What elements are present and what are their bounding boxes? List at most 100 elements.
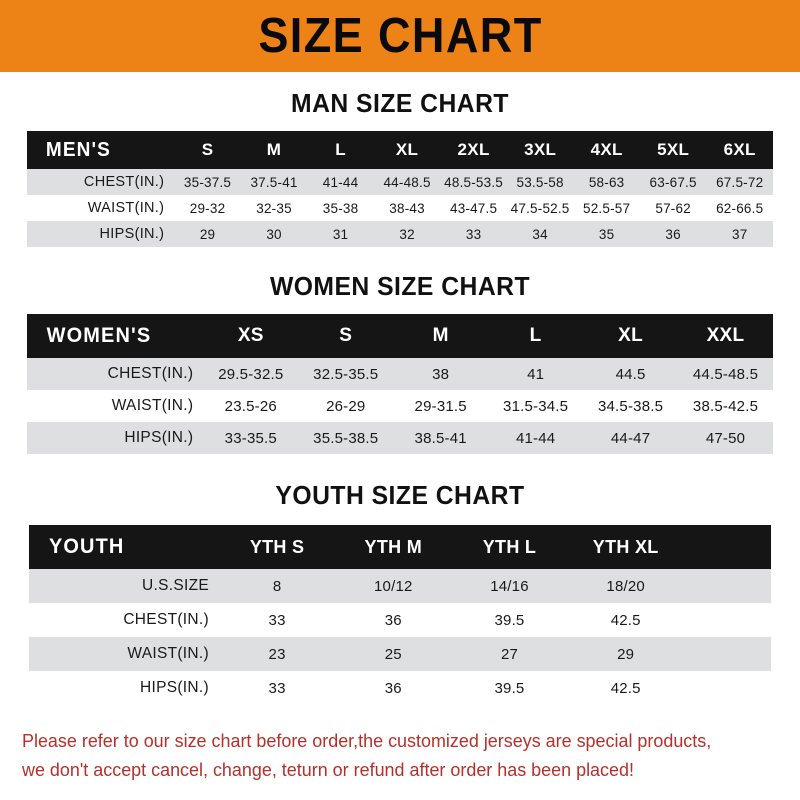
youth-cell-chest-spacer [684, 603, 771, 637]
man-table-body: CHEST(IN.) 35-37.5 37.5-41 41-44 44-48.5… [27, 169, 773, 247]
youth-cell-waist-1: 25 [384, 645, 402, 663]
table-row: HIPS(IN.) 33-35.5 35.5-38.5 38.5-41 41-4… [27, 422, 773, 454]
man-cell-chest-4: 48.5-53.5 [444, 174, 504, 190]
youth-cell-us-size-2: 14/16 [490, 577, 529, 595]
women-cell-chest-4: 44.5 [615, 365, 646, 383]
man-cell-chest-7: 63-67.5 [649, 174, 697, 190]
man-cell-waist-7: 57-62 [655, 200, 691, 216]
man-cell-chest-6: 58-63 [588, 174, 625, 190]
women-cell-hips-1: 35.5-38.5 [313, 429, 379, 447]
youth-cell-hips-1: 36 [384, 679, 402, 697]
man-header-cell-3: L [335, 140, 346, 159]
youth-cell-hips-spacer [684, 671, 771, 705]
youth-table-head: YOUTH YTH S YTH M YTH L YTH XL [29, 525, 771, 569]
man-cell-chest-1: 37.5-41 [250, 174, 298, 190]
women-cell-chest-2: 38 [432, 365, 450, 383]
page-title: SIZE CHART [257, 8, 543, 63]
man-cell-waist-5: 47.5-52.5 [510, 200, 570, 216]
man-cell-hips-6: 35 [598, 226, 615, 242]
man-cell-chest-0: 35-37.5 [183, 174, 232, 190]
youth-cell-chest-2: 39.5 [494, 611, 525, 629]
man-header-cell-9: 6XL [723, 140, 756, 159]
man-header-cell-8: 5XL [657, 140, 690, 159]
youth-cell-hips-0: 33 [268, 679, 286, 697]
youth-cell-us-size-spacer [684, 569, 771, 603]
man-header-cell-6: 3XL [524, 140, 557, 159]
man-cell-waist-2: 35-38 [322, 200, 359, 216]
women-cell-chest-0: 29.5-32.5 [218, 365, 284, 383]
table-row: WAIST(IN.) 23.5-26 26-29 29-31.5 31.5-34… [27, 390, 773, 422]
man-cell-waist-1: 32-35 [256, 200, 292, 216]
women-cell-waist-3: 31.5-34.5 [503, 397, 569, 415]
table-row: CHEST(IN.) 33 36 39.5 42.5 [29, 603, 771, 637]
women-header-cell-6: XXL [706, 325, 745, 346]
women-cell-waist-5: 38.5-42.5 [692, 397, 759, 415]
youth-size-table: YOUTH YTH S YTH M YTH L YTH XL U.S.SIZE … [29, 525, 771, 705]
man-cell-hips-3: 32 [399, 226, 415, 242]
youth-header-cell-spacer [684, 525, 771, 569]
women-header-cell-3: M [432, 325, 449, 346]
man-row-label-hips: HIPS(IN.) [99, 226, 165, 242]
table-row: CHEST(IN.) 35-37.5 37.5-41 41-44 44-48.5… [27, 169, 773, 195]
man-cell-hips-5: 34 [532, 226, 548, 242]
youth-header-cell-2: YTH M [364, 536, 423, 557]
women-table-body: CHEST(IN.) 29.5-32.5 32.5-35.5 38 41 44.… [27, 358, 773, 454]
youth-cell-waist-2: 27 [500, 645, 519, 663]
youth-size-table-wrapper: YOUTH YTH S YTH M YTH L YTH XL U.S.SIZE … [29, 525, 771, 705]
man-header-cell-0: MEN'S [45, 138, 112, 161]
youth-header-cell-4: YTH XL [592, 536, 659, 557]
man-size-table: MEN'S S M L XL 2XL 3XL 4XL 5XL 6XL CHEST… [27, 131, 773, 247]
women-header-cell-0: WOMEN'S [46, 324, 152, 347]
women-header-cell-4: L [529, 325, 542, 346]
man-cell-hips-7: 36 [665, 226, 681, 242]
man-cell-hips-1: 30 [266, 226, 282, 242]
youth-cell-waist-0: 23 [268, 645, 286, 663]
youth-row-label-waist: WAIST(IN.) [127, 645, 209, 662]
youth-header-cell-3: YTH L [482, 536, 537, 557]
man-cell-waist-4: 43-47.5 [449, 200, 498, 216]
youth-cell-us-size-0: 8 [272, 577, 282, 595]
man-cell-hips-8: 37 [731, 226, 748, 242]
man-cell-waist-0: 29-32 [189, 200, 226, 216]
women-cell-hips-3: 41-44 [515, 429, 556, 447]
man-cell-chest-3: 44-48.5 [383, 174, 431, 190]
women-size-table: WOMEN'S XS S M L XL XXL CHEST(IN.) 29.5-… [27, 314, 773, 454]
youth-cell-us-size-3: 18/20 [606, 577, 645, 595]
table-row: U.S.SIZE 8 10/12 14/16 18/20 [29, 569, 771, 603]
youth-cell-us-size-1: 10/12 [374, 577, 413, 595]
women-header-cell-1: XS [237, 325, 264, 346]
women-section-title: WOMEN SIZE CHART [269, 271, 531, 301]
man-row-label-waist: WAIST(IN.) [87, 200, 165, 216]
man-cell-waist-3: 38-43 [389, 200, 425, 216]
women-cell-hips-0: 33-35.5 [224, 429, 277, 447]
youth-cell-hips-2: 39.5 [494, 679, 525, 697]
youth-cell-hips-3: 42.5 [610, 679, 641, 697]
women-row-label-chest: CHEST(IN.) [107, 365, 194, 382]
women-cell-waist-0: 23.5-26 [224, 397, 277, 415]
women-cell-chest-1: 32.5-35.5 [313, 365, 379, 383]
man-cell-chest-8: 67.5-72 [716, 174, 764, 190]
women-cell-chest-3: 41 [527, 365, 545, 383]
notice-line-2: we don't accept cancel, change, teturn o… [22, 758, 634, 780]
youth-row-label-hips: HIPS(IN.) [139, 679, 209, 696]
man-table-head: MEN'S S M L XL 2XL 3XL 4XL 5XL 6XL [27, 131, 773, 169]
man-cell-hips-0: 29 [199, 226, 216, 242]
women-cell-waist-1: 26-29 [326, 397, 366, 415]
youth-header-cell-1: YTH S [249, 536, 305, 557]
women-cell-hips-2: 38.5-41 [414, 429, 467, 447]
man-row-label-chest: CHEST(IN.) [83, 174, 165, 190]
women-header-row: WOMEN'S XS S M L XL XXL [27, 314, 773, 358]
women-row-label-hips: HIPS(IN.) [124, 429, 194, 446]
man-header-cell-1: S [201, 140, 214, 159]
youth-cell-waist-3: 29 [617, 645, 635, 663]
man-cell-hips-2: 31 [332, 226, 349, 242]
order-policy-notice: Please refer to our size chart before or… [22, 727, 755, 784]
man-header-cell-4: XL [395, 140, 419, 159]
table-row: HIPS(IN.) 29 30 31 32 33 34 35 36 37 [27, 221, 773, 247]
man-cell-hips-4: 33 [465, 226, 482, 242]
man-header-cell-2: M [266, 140, 282, 159]
youth-header-row: YOUTH YTH S YTH M YTH L YTH XL [29, 525, 771, 569]
youth-section-title: YOUTH SIZE CHART [275, 480, 525, 510]
man-section-title: MAN SIZE CHART [291, 88, 509, 118]
